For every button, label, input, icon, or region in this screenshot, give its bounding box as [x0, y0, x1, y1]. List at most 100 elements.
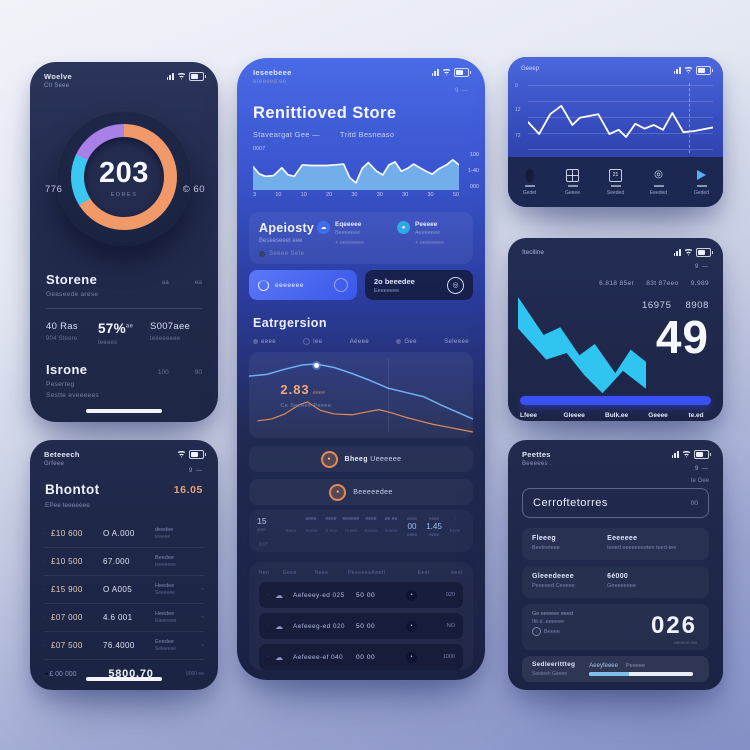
storene-mini-2: ea	[194, 279, 202, 286]
form-row-2[interactable]: Gleeedeeee Peeeeed Ceeeee 6é000 Geeeeeeee	[522, 566, 709, 598]
y-tick-2: 12	[515, 107, 521, 113]
form-widget-card: Peettes Beeeees . 9 — te Gee Cerroftetor…	[508, 440, 723, 690]
status-time: 9 —	[694, 264, 709, 270]
target-icon: ◎	[654, 169, 663, 181]
legend-item[interactable]: ☁ Eqeeeee Beeeeeee + eeeeeeee	[317, 221, 383, 255]
tab-item[interactable]: lee	[303, 338, 322, 345]
strip-big-value: 15	[257, 516, 267, 526]
footer-label[interactable]: LfeeeGeeeeeee	[520, 412, 537, 419]
table-row[interactable]: · £15 900 O A005 Heedee Seeeeee ~	[44, 575, 204, 603]
name-input-field[interactable]: Cerroftetorres 00	[522, 488, 709, 518]
form-row-3[interactable]: Ge eeeeee eeed Ifé.é..eeeeee i Beeee 026 …	[522, 604, 709, 650]
table-row[interactable]: · ☁ Aefeeey-ed 025 50 00 • 020	[259, 582, 463, 608]
home-indicator[interactable]	[86, 677, 162, 681]
divider	[46, 308, 202, 309]
strip-col: ee ee beeee	[384, 516, 398, 533]
tab-item[interactable]: eeee	[253, 338, 276, 345]
footer-labels: LfeeeGeeeeeee GleeeeSeeeeee Bulk.eeEeeee…	[520, 412, 711, 421]
stats-strip: 15 eete · Eeee eeee Yeeee eeee G.eee eeeeee…	[249, 510, 473, 552]
big-counter-value: 026	[650, 612, 697, 639]
trend-line-blue[interactable]	[249, 352, 473, 438]
strip-highlight: eeee 1.45 eeee	[426, 516, 442, 537]
cloud-icon: ☁	[275, 621, 283, 631]
status-time: 9 —	[694, 466, 709, 472]
tab-item[interactable]: Seleeee	[444, 338, 469, 345]
progress-bar[interactable]	[520, 396, 711, 405]
form-row-4[interactable]: Sedleerittteg Seeteeh Geeee Aeeyfeeee Pe…	[522, 656, 709, 682]
toolbar-item[interactable]: Gedet	[508, 167, 551, 196]
widget-title: Iteclline	[522, 249, 545, 256]
app-name: Peettes	[522, 450, 551, 459]
data-point-marker	[313, 363, 319, 369]
header-value: 16.05	[173, 484, 203, 496]
footer-label[interactable]: GeeeeSeeeeee	[648, 412, 668, 419]
stat-col-3: S007aee teeeeeeee	[150, 321, 191, 342]
app-subtitle: Ctl Seee	[44, 83, 70, 89]
strip-highlight: eeee 00 eeee	[406, 516, 417, 537]
revenue-area-chart[interactable]	[253, 154, 459, 190]
status-circle-icon[interactable]: •	[406, 620, 417, 632]
mini-progress-bar[interactable]	[589, 671, 694, 676]
tab-item[interactable]: Aéeee	[349, 338, 370, 345]
apeosty-note: Seeee Sete	[269, 251, 305, 257]
stat-row-small: 6.818 85er 83t 87eeo 9.989	[599, 280, 709, 287]
icon-toolbar: Gedet Geeee 21 Seeded ◎ Eeeded Geded	[508, 157, 723, 207]
footer-label[interactable]: GleeeeSeeeeee	[563, 412, 585, 419]
toolbar-item[interactable]: ◎ Eeeded	[649, 169, 668, 196]
status-circle-icon[interactable]: •	[406, 589, 417, 601]
table-row[interactable]: · ☁ Aefeeee-ef 040 00 00 • 1000	[259, 644, 463, 670]
leaf-icon	[521, 167, 538, 184]
top-right-label: te Gee	[690, 478, 709, 484]
action-row-2[interactable]: ● Beeeeedee	[249, 479, 473, 505]
form-row-1[interactable]: Fleeeg Beeleeteee Eeeeeee teeed eeeeeeeete…	[522, 528, 709, 560]
table-row[interactable]: · £07 000 4.6 001 Heedee Eteeeeee ~	[44, 603, 204, 631]
apeosty-card: Apeiosty Beseeseeet eee Seeee Sete ☁ Eqe…	[249, 212, 473, 264]
subtitle-right: Tritd Besneaso	[339, 130, 395, 139]
tab-item[interactable]: Gee	[396, 338, 417, 345]
table-header: Iten Eeee Neee Peeeeee Aeett Eeet eeet	[259, 570, 464, 576]
wifi-icon	[682, 450, 691, 458]
action-row-1[interactable]: ● Bheeg Ueeeeee	[249, 446, 473, 472]
chart-tabs: eeee lee Aéeee Gee Seleeee	[253, 338, 469, 345]
trend-value: 2.83	[280, 382, 310, 398]
secondary-button[interactable]: 2o beeedee Eeeeeeee ◎	[365, 270, 473, 300]
strip-footnote: 0.0*	[259, 542, 268, 548]
white-line-chart[interactable]	[528, 89, 713, 149]
footer-label[interactable]: te.edFeeeeeee	[688, 412, 704, 419]
ribbon-chart[interactable]	[518, 288, 646, 400]
chart-gridlines	[528, 85, 713, 151]
stat-row-medium: 16975 8908	[642, 300, 709, 311]
primary-button[interactable]: eeeeeee	[249, 270, 357, 300]
info-circle-icon: i	[532, 627, 541, 636]
status-bar: Beteeech Grfeee	[44, 450, 206, 467]
toolbar-item[interactable]: Geeee	[551, 168, 594, 196]
signal-icon	[431, 68, 439, 76]
table-row[interactable]: · £07 500 76.4000 Eeedee Seleeeee ~	[44, 631, 204, 659]
app-name: Ieseebeee	[253, 68, 292, 77]
app-subtitle: Grfeee	[44, 461, 65, 467]
isrone-line-2: Sestte eveeeees	[46, 392, 99, 399]
table-row[interactable]: · ☁ Aefeeeg-ed 020 50 00 • NO	[259, 613, 463, 639]
gauge-phone: Woelve Ctl Seee 203 EORES 776 © 60 Store…	[30, 62, 218, 422]
status-circle-icon[interactable]: •	[406, 651, 417, 663]
chart-widget-card: Geeep 0 12 72 Gedet Geeee 21	[508, 57, 723, 207]
trend-line-orange[interactable]	[249, 352, 473, 438]
toolbar-item[interactable]: 21 Seeded	[594, 168, 637, 196]
main-phone: Ieseebeee ereeeed ee 9 — Renittioved Sto…	[237, 58, 485, 680]
table-total-row: · £ 00 000 5800.70 0000 ee	[44, 659, 204, 688]
toolbar-item[interactable]: Geded	[680, 168, 723, 196]
isrone-line-1: Peserteg	[46, 381, 75, 388]
app-subtitle: Beeeees .	[522, 461, 552, 467]
play-icon	[697, 170, 706, 181]
app-name: Woelve	[44, 72, 72, 81]
home-indicator[interactable]	[86, 409, 162, 413]
axis-label-2: 1-40	[467, 168, 479, 174]
table-row[interactable]: · £10 500 67.000 Beedee teeeeeee	[44, 547, 204, 575]
legend-item[interactable]: ● Peeeee Aeeeeeee + eeeeeeee	[397, 221, 463, 255]
table-row[interactable]: · £10 600 O A.000 deedee teeeee	[44, 526, 174, 541]
gridline	[387, 358, 389, 432]
status-bar: Woelve Ctl Seee	[44, 72, 206, 89]
status-time: 9 —	[454, 88, 469, 94]
donut-center: 203 EORES	[84, 137, 164, 217]
